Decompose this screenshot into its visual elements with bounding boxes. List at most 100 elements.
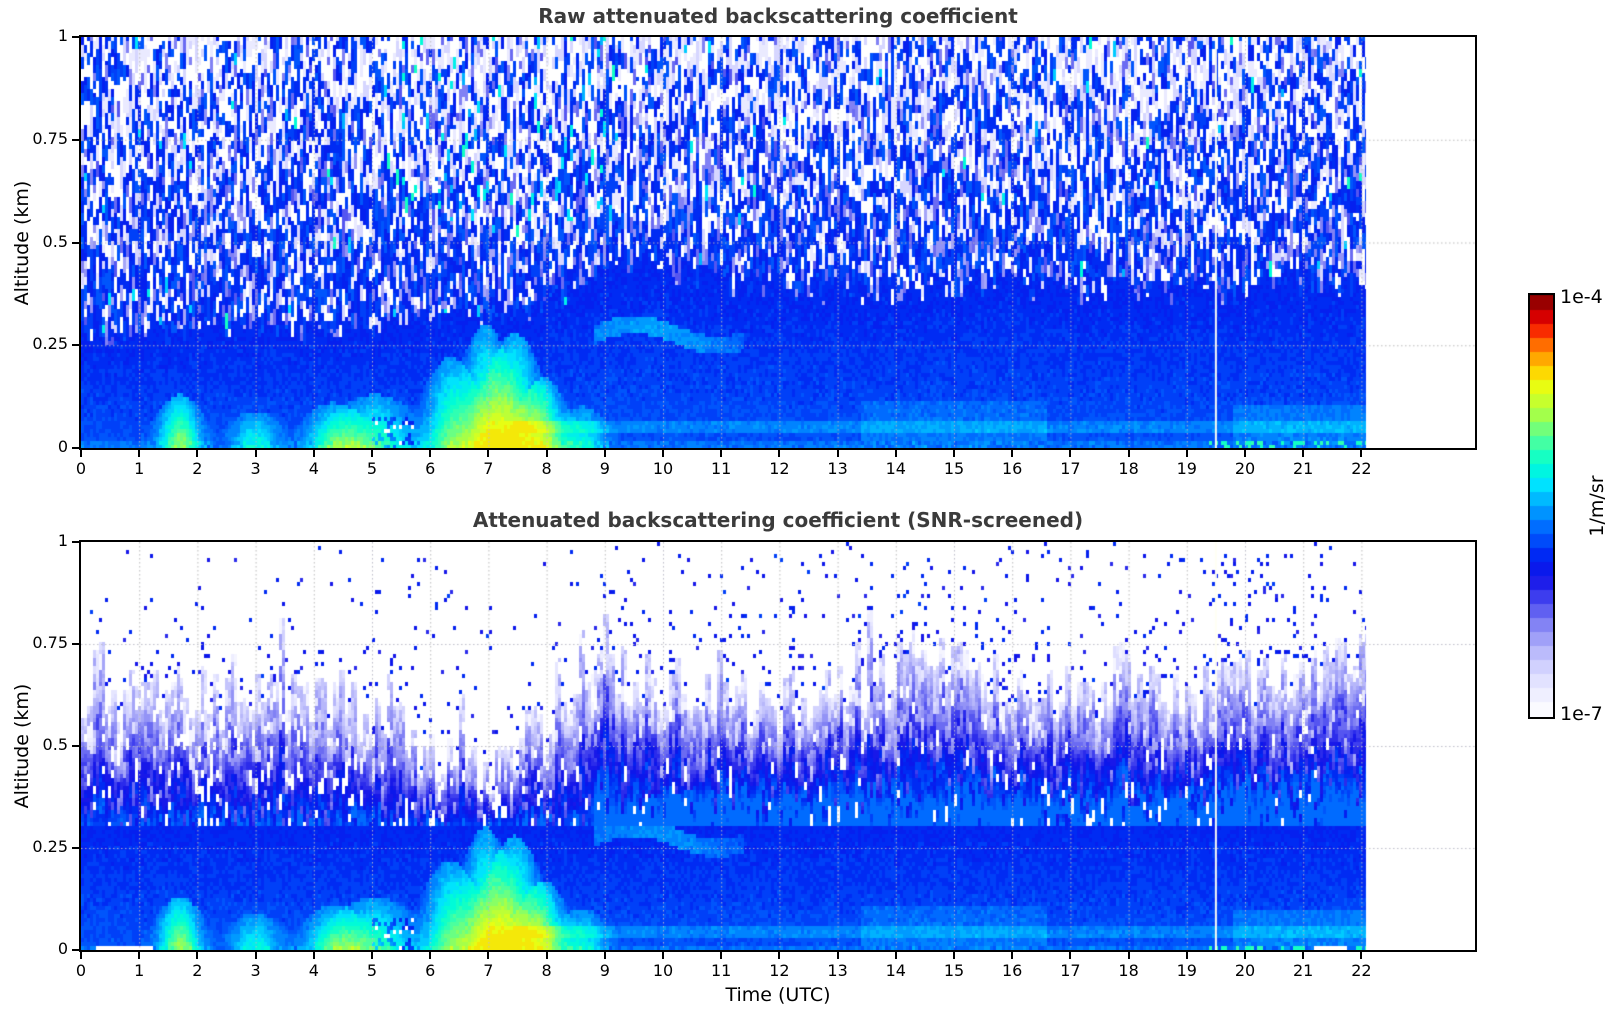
y-tick-label: 1 xyxy=(57,26,68,45)
x-tick-label: 5 xyxy=(366,459,378,478)
x-tick-mark xyxy=(894,450,897,457)
x-tick-mark xyxy=(1069,450,1072,457)
x-tick-label: 10 xyxy=(652,459,674,478)
x-tick-label: 12 xyxy=(769,961,790,980)
x-tick-label: 3 xyxy=(250,459,261,478)
x-tick-label: 2 xyxy=(192,459,203,478)
screened-panel-title: Attenuated backscattering coefficient (S… xyxy=(472,508,1084,532)
y-tick-mark xyxy=(72,949,79,951)
y-tick-label: 0.75 xyxy=(32,128,68,148)
y-tick-mark xyxy=(72,138,79,141)
x-tick-mark xyxy=(603,450,606,457)
x-tick-label: 18 xyxy=(1118,459,1139,478)
x-tick-label: 8 xyxy=(541,961,552,980)
raw-heatmap-canvas xyxy=(81,37,1475,448)
y-tick-mark xyxy=(72,36,79,38)
x-tick-mark xyxy=(429,450,432,457)
x-tick-label: 9 xyxy=(599,459,610,478)
x-tick-mark xyxy=(254,450,257,457)
x-tick-label: 21 xyxy=(1293,961,1314,980)
x-tick-mark xyxy=(80,952,82,959)
x-tick-mark xyxy=(953,450,955,457)
x-tick-label: 16 xyxy=(1002,459,1023,478)
x-tick-label: 6 xyxy=(425,961,436,980)
y-tick-mark xyxy=(72,643,79,645)
x-tick-label: 13 xyxy=(827,961,848,980)
x-tick-label: 17 xyxy=(1060,459,1081,478)
x-tick-mark xyxy=(1185,952,1188,959)
x-tick-mark xyxy=(487,952,490,959)
screened-panel-plot-area xyxy=(79,540,1477,952)
x-tick-label: 16 xyxy=(1002,961,1023,980)
x-tick-mark xyxy=(1127,952,1130,959)
x-tick-label: 4 xyxy=(308,459,319,478)
y-tick-mark xyxy=(72,344,79,347)
x-tick-mark xyxy=(429,952,432,959)
y-tick-mark xyxy=(72,241,79,244)
x-tick-label: 7 xyxy=(483,961,494,980)
x-tick-label: 20 xyxy=(1234,961,1256,980)
x-tick-mark xyxy=(953,952,955,959)
x-tick-mark xyxy=(1360,450,1363,457)
y-tick-mark xyxy=(72,447,79,449)
x-tick-mark xyxy=(662,952,664,959)
x-tick-mark xyxy=(254,952,257,959)
y-tick-label: 0.5 xyxy=(42,231,68,251)
x-tick-mark xyxy=(778,952,781,959)
x-tick-mark xyxy=(778,450,781,457)
x-tick-label: 1 xyxy=(134,961,145,980)
x-tick-label: 5 xyxy=(366,961,378,980)
raw-panel-title: Raw attenuated backscattering coefficien… xyxy=(538,4,1018,28)
x-tick-mark xyxy=(312,450,315,457)
x-tick-label: 22 xyxy=(1351,961,1372,980)
x-tick-label: 14 xyxy=(885,459,906,478)
x-tick-mark xyxy=(196,450,199,457)
x-tick-mark xyxy=(371,450,373,457)
y-tick-mark xyxy=(72,745,79,747)
x-tick-label: 14 xyxy=(885,961,906,980)
x-tick-mark xyxy=(894,952,897,959)
x-tick-mark xyxy=(80,450,82,457)
x-axis-label: Time (UTC) xyxy=(725,984,831,1006)
x-tick-label: 20 xyxy=(1234,459,1256,478)
x-tick-mark xyxy=(1244,952,1246,959)
raw-panel-plot-area xyxy=(79,35,1477,450)
x-tick-label: 0 xyxy=(75,961,87,980)
x-tick-label: 4 xyxy=(308,961,319,980)
x-tick-mark xyxy=(196,952,199,959)
x-tick-label: 21 xyxy=(1293,459,1314,478)
colorbar-gradient-canvas xyxy=(1530,295,1553,717)
x-tick-label: 19 xyxy=(1176,961,1197,980)
x-tick-mark xyxy=(662,450,664,457)
x-tick-mark xyxy=(1185,450,1188,457)
x-tick-label: 22 xyxy=(1351,459,1372,478)
x-tick-label: 3 xyxy=(250,961,261,980)
x-tick-mark xyxy=(720,952,723,959)
x-tick-mark xyxy=(138,952,141,959)
x-tick-label: 17 xyxy=(1060,961,1081,980)
x-tick-mark xyxy=(1069,952,1072,959)
y-tick-label: 0.75 xyxy=(32,633,68,652)
x-tick-mark xyxy=(1011,952,1014,959)
x-tick-mark xyxy=(720,450,723,457)
x-tick-mark xyxy=(603,952,606,959)
colorbar xyxy=(1528,293,1555,719)
x-tick-label: 8 xyxy=(541,459,552,478)
y-tick-label: 0 xyxy=(57,939,68,958)
screened-heatmap-canvas xyxy=(81,542,1475,950)
x-tick-mark xyxy=(836,952,839,959)
colorbar-max-label: 1e-4 xyxy=(1560,286,1603,308)
x-tick-mark xyxy=(487,450,490,457)
x-tick-label: 13 xyxy=(827,459,848,478)
x-tick-label: 2 xyxy=(192,961,203,980)
y-tick-mark xyxy=(72,541,79,543)
x-tick-label: 0 xyxy=(75,459,87,478)
x-tick-mark xyxy=(312,952,315,959)
y-tick-label: 0.25 xyxy=(32,837,68,856)
x-tick-label: 9 xyxy=(599,961,610,980)
colorbar-min-label: 1e-7 xyxy=(1560,703,1603,725)
y-tick-label: 0.5 xyxy=(42,735,68,754)
x-tick-mark xyxy=(836,450,839,457)
x-tick-mark xyxy=(1244,450,1246,457)
